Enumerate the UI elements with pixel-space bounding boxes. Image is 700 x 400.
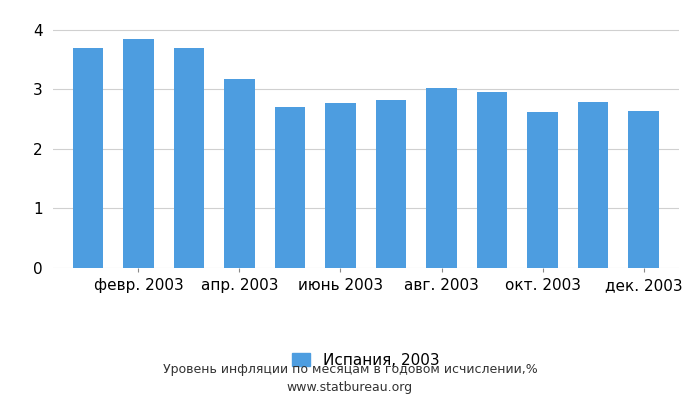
Bar (578, 102, 608, 268)
Text: www.statbureau.org: www.statbureau.org (287, 381, 413, 394)
Bar (326, 103, 356, 268)
Bar (426, 88, 456, 268)
Bar (527, 112, 558, 268)
Bar (123, 39, 153, 268)
Legend: Испания, 2003: Испания, 2003 (292, 353, 440, 368)
Bar (629, 112, 659, 268)
Bar (477, 92, 508, 268)
Bar (73, 48, 103, 268)
Text: Уровень инфляции по месяцам в годовом исчислении,%: Уровень инфляции по месяцам в годовом ис… (162, 364, 538, 376)
Bar (224, 79, 255, 268)
Bar (376, 100, 406, 268)
Bar (275, 107, 305, 268)
Bar (174, 48, 204, 268)
